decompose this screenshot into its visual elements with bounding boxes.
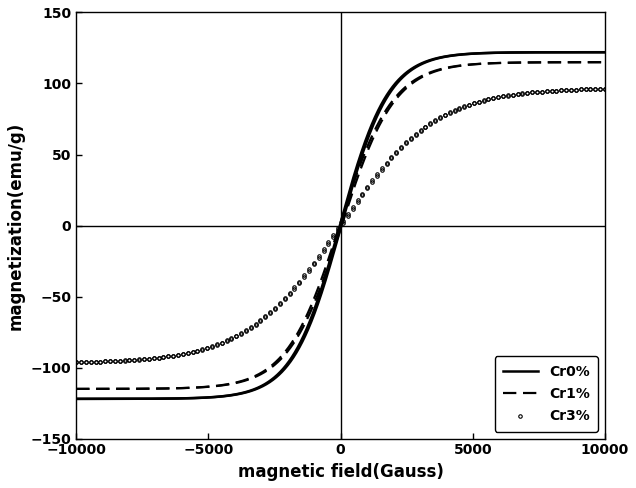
Cr1% xyxy=(586,59,593,65)
Cr3% xyxy=(329,232,337,238)
Cr3% xyxy=(601,86,609,92)
Cr3% xyxy=(315,253,322,259)
Line: Cr1%: Cr1% xyxy=(76,62,605,389)
Cr0% xyxy=(601,49,609,55)
Cr0% xyxy=(586,49,593,55)
Cr3% xyxy=(446,109,453,115)
Cr0% xyxy=(586,49,593,55)
Cr1% xyxy=(601,59,609,65)
Cr3% xyxy=(567,87,575,93)
Cr3% xyxy=(228,335,235,341)
Cr0% xyxy=(99,396,107,402)
Cr0% xyxy=(315,292,323,298)
Cr3% xyxy=(586,86,594,92)
Y-axis label: magnetization(emu/g): magnetization(emu/g) xyxy=(7,122,25,330)
Cr1% xyxy=(73,386,80,392)
Legend: Cr0%, Cr1%, Cr3%: Cr0%, Cr1%, Cr3% xyxy=(495,356,598,432)
Cr0% xyxy=(329,246,337,252)
X-axis label: magnetic field(Gauss): magnetic field(Gauss) xyxy=(238,463,443,481)
Cr0% xyxy=(488,50,496,56)
Cr1% xyxy=(329,242,337,247)
Cr1% xyxy=(99,386,107,392)
Line: Cr3%: Cr3% xyxy=(74,87,607,364)
Cr1% xyxy=(488,60,496,66)
Cr1% xyxy=(315,282,323,288)
Cr1% xyxy=(586,59,593,65)
Cr0% xyxy=(73,396,80,402)
Cr3% xyxy=(73,359,80,365)
Line: Cr0%: Cr0% xyxy=(76,52,605,399)
